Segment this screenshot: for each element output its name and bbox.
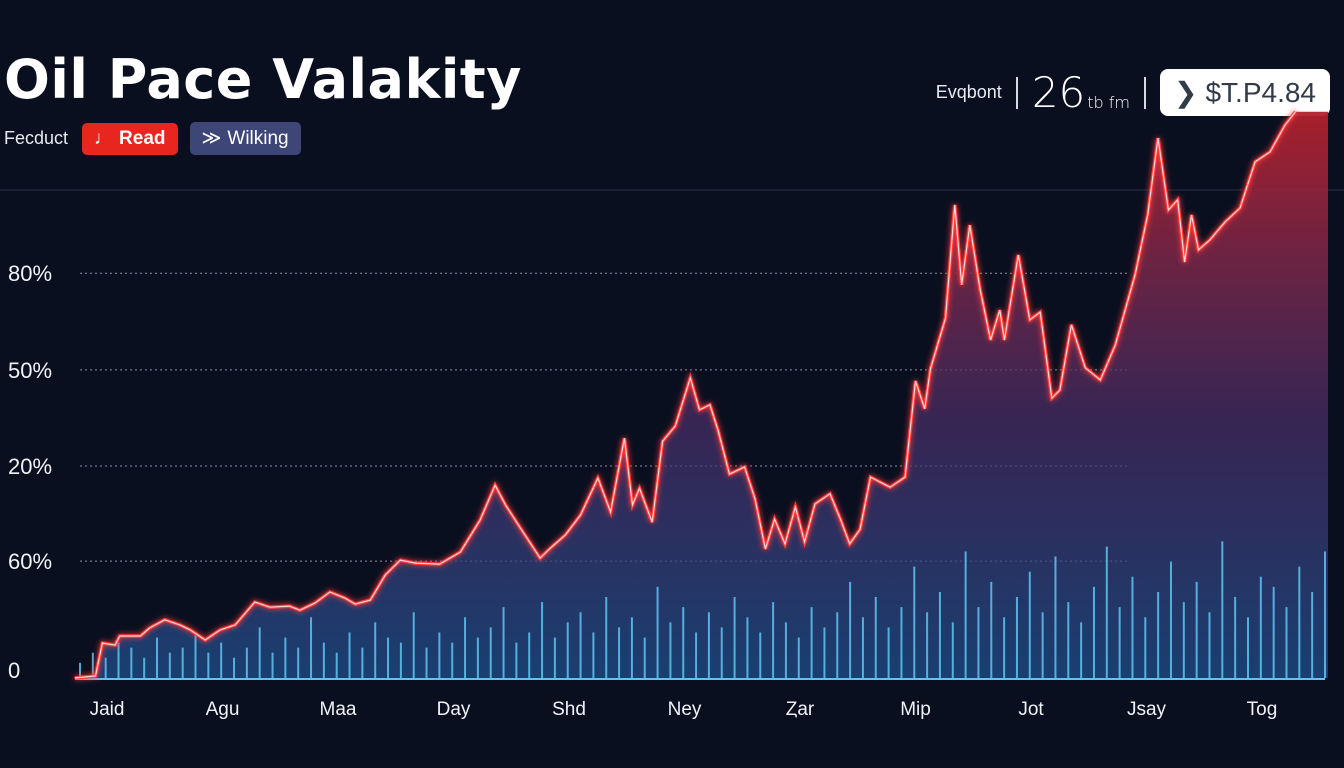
price-button[interactable]: ❯ $T.P4.84 (1160, 69, 1330, 116)
divider (1144, 76, 1146, 109)
legend-label: Fecduct (4, 128, 69, 148)
flag-icon: ♩ (94, 127, 114, 149)
x-tick-label: Maa (320, 699, 357, 720)
y-tick-label: 0 (8, 658, 20, 683)
y-tick-label: 50% (8, 358, 52, 383)
x-tick-label: Jaid (90, 699, 125, 720)
legend-item-read[interactable]: ♩ Read (82, 122, 178, 155)
y-tick-label: 60% (8, 549, 52, 574)
legend: Fecduct ♩ Read ≫ Wilking (4, 122, 301, 155)
area-fill (74, 111, 1328, 678)
x-tick-label: Ȥar (786, 699, 815, 720)
stat-label: Evqbont (935, 82, 1002, 102)
x-tick-label: Jot (1018, 699, 1044, 720)
legend-item-label: Wilking (227, 127, 289, 149)
stat-value: 26 tb fm (1032, 68, 1130, 117)
x-tick-label: Shd (552, 699, 586, 720)
price-label: $T.P4.84 (1205, 76, 1316, 108)
x-tick-label: Day (437, 699, 471, 720)
x-tick-label: Mip (900, 699, 931, 720)
y-tick-label: 80% (8, 261, 52, 286)
chevron-right-icon: ❯ (1174, 77, 1198, 108)
divider (1015, 76, 1018, 109)
x-tick-label: Tog (1247, 699, 1278, 720)
stat-number: 26 (1031, 68, 1086, 117)
stat-unit: tb fm (1087, 93, 1130, 112)
x-tick-label: Ney (668, 699, 702, 720)
stats-bar: Evqbont 26 tb fm ❯ $T.P4.84 (936, 68, 1330, 117)
chart-title: Oil Pace Valakity (4, 48, 522, 111)
legend-item-wilking[interactable]: ≫ Wilking (189, 122, 301, 155)
legend-item-label: Read (119, 127, 166, 149)
x-tick-label: Jsay (1127, 699, 1167, 720)
x-tick-label: Agu (206, 699, 240, 720)
y-tick-label: 20% (8, 454, 52, 479)
series-line-highlight (74, 111, 1296, 679)
signal-icon: ≫ (201, 128, 222, 149)
